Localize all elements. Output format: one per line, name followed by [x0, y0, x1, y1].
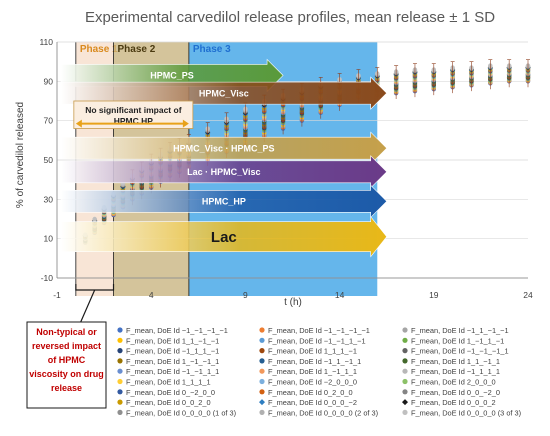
- legend-marker: [402, 368, 408, 374]
- legend-label: F_mean, DoE Id 0_0_−2_0: [411, 388, 500, 397]
- legend-marker: [259, 348, 265, 354]
- legend-marker: [117, 337, 123, 343]
- legend-marker: [117, 348, 123, 354]
- legend-marker: [402, 399, 408, 406]
- legend-marker: [402, 327, 408, 333]
- legend-label: F_mean, DoE Id −1_1_−1_1: [268, 357, 361, 366]
- legend-label: F_mean, DoE Id 1_−1_1_−1: [411, 336, 504, 345]
- y-tick-label: 110: [39, 37, 53, 47]
- legend-label: F_mean, DoE Id −1_1_1_1: [411, 367, 500, 376]
- phase-label-2: Phase 2: [118, 44, 156, 55]
- y-tick-label: 10: [44, 234, 54, 244]
- y-tick-label: 30: [44, 194, 54, 204]
- x-tick-label: 19: [429, 290, 439, 300]
- effect-arrow-label: Lac: [211, 229, 237, 246]
- x-tick-label: -1: [53, 290, 61, 300]
- legend-label: F_mean, DoE Id −1_1_−1_−1: [411, 326, 509, 335]
- legend-label: F_mean, DoE Id 0_−2_0_0: [126, 388, 215, 397]
- effect-arrow: [60, 131, 388, 165]
- effect-arrow-label: HPMC_Visc: [199, 88, 249, 98]
- effect-arrow: [60, 155, 388, 189]
- legend-marker: [117, 378, 123, 385]
- legend-marker: [259, 409, 265, 415]
- phase-label-3: Phase 3: [193, 44, 231, 55]
- legend-label: F_mean, DoE Id 0_0_0_−2: [268, 398, 357, 407]
- legend-marker: [402, 337, 408, 343]
- effect-arrow-label: Lac · HPMC_Visc: [187, 167, 260, 177]
- legend-marker: [117, 358, 123, 364]
- callout-box: [26, 321, 107, 409]
- legend-marker: [402, 409, 408, 415]
- legend-label: F_mean, DoE Id −1_−1_−1_−1: [126, 326, 228, 335]
- legend-label: F_mean, DoE Id 0_0_0_2: [411, 398, 496, 407]
- legend-marker: [259, 368, 265, 374]
- x-axis-label: t (h): [284, 297, 302, 308]
- y-tick-label: -10: [41, 273, 54, 283]
- legend-label: F_mean, DoE Id 0_0_2_0: [126, 398, 211, 407]
- legend-label: F_mean, DoE Id 1_1_1_1: [126, 378, 211, 387]
- callout-pointer: [80, 289, 96, 323]
- legend-label: F_mean, DoE Id 1_−1_−1_1: [126, 357, 219, 366]
- range-arrowhead: [75, 119, 82, 128]
- data-point: [92, 216, 97, 222]
- legend-label: F_mean, DoE Id −1_1_1_−1: [126, 347, 219, 356]
- x-tick-label: 14: [335, 290, 345, 300]
- legend-marker: [402, 389, 408, 395]
- legend-marker: [117, 327, 123, 333]
- chart-title: Experimental carvedilol release profiles…: [85, 9, 495, 26]
- legend: F_mean, DoE Id −1_−1_−1_−1 F_mean, DoE Id…: [117, 326, 521, 417]
- legend-label: F_mean, DoE Id −1_−1_1_−1: [268, 336, 366, 345]
- range-arrowhead: [182, 119, 189, 128]
- legend-marker: [117, 409, 123, 415]
- legend-marker: [402, 358, 408, 364]
- legend-marker: [259, 327, 265, 333]
- legend-marker: [259, 378, 265, 385]
- legend-label: F_mean, DoE Id 0_0_0_0 (3 of 3): [411, 408, 521, 417]
- legend-marker: [259, 389, 265, 395]
- legend-label: F_mean, DoE Id −1_−1_−1_−1: [268, 326, 370, 335]
- y-tick-label: 70: [44, 116, 54, 126]
- y-tick-label: 50: [44, 155, 54, 165]
- y-tick-label: 90: [44, 76, 54, 86]
- effect-arrow: [60, 215, 388, 258]
- effect-arrow-label: HPMC_HP: [202, 196, 246, 206]
- legend-marker: [259, 399, 265, 406]
- legend-marker: [402, 348, 408, 354]
- legend-label: F_mean, DoE Id 0_2_0_0: [268, 388, 353, 397]
- effect-arrows: HPMC_PS HPMC_Visc HPMC_Visc · HPMC_PS Lac ·…: [60, 58, 388, 258]
- x-tick-label: 4: [149, 290, 154, 300]
- legend-label: F_mean, DoE Id 0_0_0_0 (1 of 3): [126, 408, 236, 417]
- legend-label: F_mean, DoE Id 1_1_−1_−1: [126, 336, 219, 345]
- legend-label: F_mean, DoE Id 1_1_−1_1: [411, 357, 500, 366]
- legend-label: F_mean, DoE Id −1_−1_−1_1: [411, 347, 509, 356]
- legend-marker: [259, 337, 265, 343]
- legend-label: F_mean, DoE Id −1_−1_1_1: [126, 367, 219, 376]
- no-impact-text: No significant impact of HPMC HP: [85, 105, 182, 126]
- legend-marker: [259, 358, 265, 364]
- effect-arrow: [60, 184, 388, 219]
- legend-marker: [117, 399, 123, 405]
- legend-label: F_mean, DoE Id −2_0_0_0: [268, 378, 357, 387]
- phase-label-1: Phase 1: [80, 44, 118, 55]
- effect-arrow-label: HPMC_Visc · HPMC_PS: [173, 143, 274, 153]
- y-axis-label: % of carvedilol released: [15, 102, 26, 208]
- callout-text: Non-typical or reversed impact of HPMC visc…: [29, 327, 104, 393]
- annotations: No significant impact of HPMC HP Non-typic…: [26, 100, 194, 409]
- x-tick-label: 24: [523, 290, 533, 300]
- effect-arrow-label: HPMC_PS: [150, 71, 194, 81]
- x-tick-label: 9: [243, 290, 248, 300]
- legend-label: F_mean, DoE Id 0_0_0_0 (2 of 3): [268, 408, 378, 417]
- legend-marker: [117, 368, 123, 374]
- axes: -10 10 30 50 70 90 110 -1 4 9 14 19 24: [39, 37, 533, 300]
- legend-label: F_mean, DoE Id 2_0_0_0: [411, 378, 496, 387]
- legend-label: F_mean, DoE Id 1_1_1_−1: [268, 347, 357, 356]
- legend-label: F_mean, DoE Id 1_−1_1_1: [268, 367, 357, 376]
- legend-marker: [402, 378, 408, 385]
- legend-marker: [117, 389, 123, 395]
